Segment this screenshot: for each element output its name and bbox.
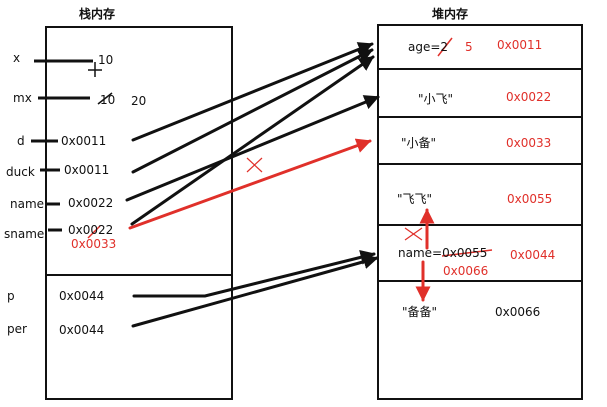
- sname-new-reference-arrow: [128, 138, 372, 230]
- heap-memory-frame: [377, 24, 583, 400]
- heap-cell-6-address: 0x0066: [495, 305, 541, 319]
- heap-cell-3-content: "小备": [401, 136, 437, 150]
- var-name-value: 0x0022: [68, 196, 114, 210]
- heap-divider-2: [377, 116, 581, 118]
- heap-cell-5-address: 0x0044: [510, 248, 556, 262]
- var-x-label: x: [13, 51, 21, 65]
- var-per-value: 0x0044: [59, 323, 105, 337]
- cursor-crosshair-icon: [88, 62, 102, 77]
- var-x-value: 10: [98, 53, 114, 67]
- heap-cell-4-address: 0x0055: [507, 192, 553, 206]
- heap-cell-1-content: age=2: [408, 40, 449, 54]
- heap-divider-3: [377, 163, 581, 165]
- duck-reference-arrow: [131, 48, 374, 174]
- heap-cell-5-new-content: 0x0066: [443, 264, 489, 278]
- name-field-strike: [441, 249, 493, 257]
- var-per-label: per: [7, 322, 27, 336]
- var-d-value: 0x0011: [61, 134, 107, 148]
- var-sname-new-value: 0x0033: [71, 237, 117, 251]
- heap-divider-5: [377, 280, 581, 282]
- heap-cell-1-new-content: 5: [465, 40, 473, 54]
- var-mx-value: 10: [100, 93, 116, 107]
- sname-old-reference-arrow: [130, 55, 375, 226]
- heap-divider-1: [377, 68, 581, 70]
- crossed-pointer-mark: [404, 227, 423, 241]
- per-reference-arrow: [131, 254, 379, 328]
- var-p-label: p: [7, 289, 15, 303]
- var-sname-value: 0x0022: [68, 223, 114, 237]
- mx-strike-mark: [97, 92, 113, 105]
- heap-cell-3-address: 0x0033: [506, 136, 552, 150]
- stack-memory-title: 栈内存: [79, 7, 116, 21]
- name-reference-arrow: [125, 95, 380, 202]
- var-sname-label: sname: [4, 227, 45, 241]
- p-reference-arrow: [132, 249, 376, 298]
- var-mx-new-value: 20: [131, 94, 147, 108]
- stack-memory-frame: [45, 26, 233, 400]
- heap-divider-4: [377, 224, 581, 226]
- d-reference-arrow: [131, 42, 374, 142]
- var-d-label: d: [17, 134, 25, 148]
- var-p-value: 0x0044: [59, 289, 105, 303]
- age-strike-mark: [437, 37, 453, 57]
- var-duck-value: 0x0011: [64, 163, 110, 177]
- var-duck-label: duck: [6, 165, 35, 179]
- heap-cell-2-address: 0x0022: [506, 90, 552, 104]
- heap-cell-2-content: "小飞": [418, 92, 454, 106]
- stack-divider: [45, 274, 231, 276]
- var-mx-label: mx: [13, 91, 32, 105]
- heap-cell-5-content: name=0x0055: [398, 246, 488, 260]
- var-name-label: name: [10, 197, 45, 211]
- heap-cell-1-address: 0x0011: [497, 38, 543, 52]
- heap-cell-6-content: "备备": [402, 305, 438, 319]
- heap-cell-4-content: "飞飞": [397, 192, 433, 206]
- heap-memory-title: 堆内存: [432, 7, 469, 21]
- crossed-reference-mark: [246, 157, 263, 173]
- sname-strike-mark: [87, 225, 101, 239]
